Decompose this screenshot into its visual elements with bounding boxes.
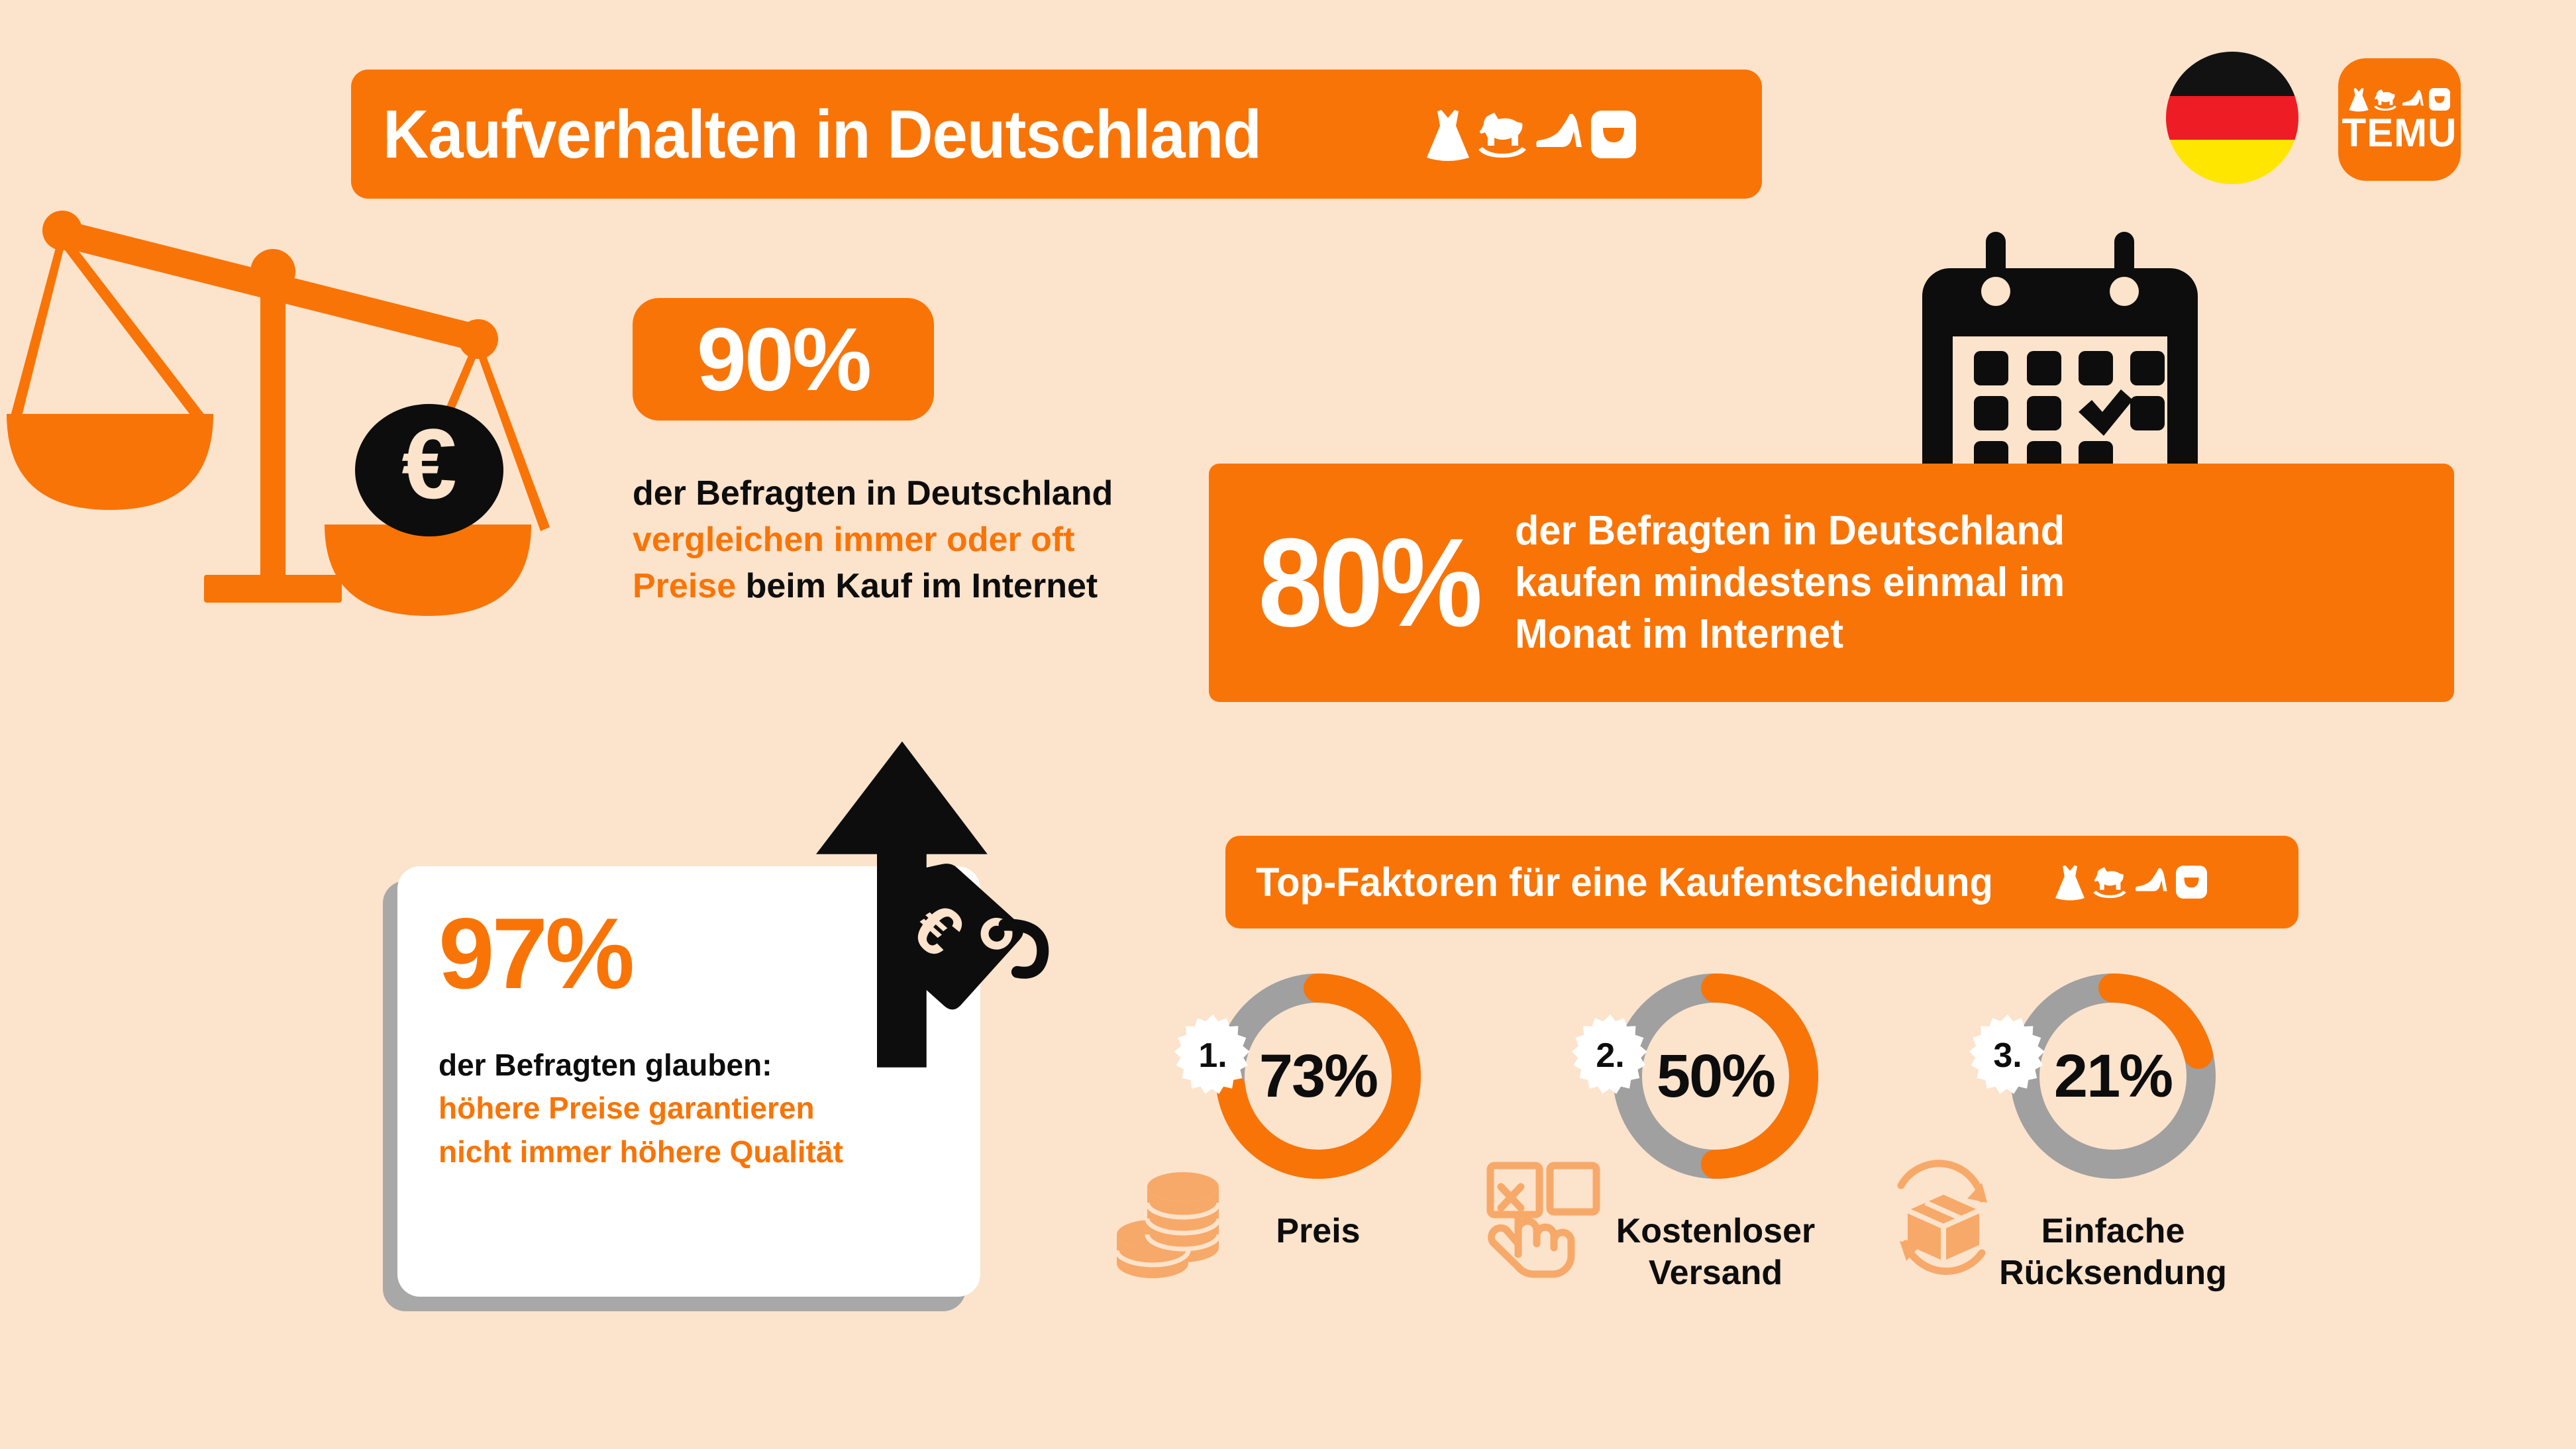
factors-banner: Top-Faktoren für eine Kaufentscheidung	[1225, 836, 2298, 928]
rank-badge-3-label: 3.	[1993, 1036, 2022, 1075]
shopping-bag-icon	[2176, 866, 2208, 899]
stat-90-value: 90%	[696, 309, 872, 409]
germany-flag-icon	[2166, 52, 2298, 184]
donut-label-2-line2: Versand	[1648, 1254, 1783, 1293]
donut-arc	[1613, 974, 1818, 1179]
rocking-horse-icon	[2093, 867, 2127, 898]
check-icon	[2079, 389, 2133, 436]
donut-label-2-line1: Kostenloser	[1616, 1212, 1816, 1250]
temu-wordmark: TEMU	[2342, 111, 2457, 155]
donut-label-1: Preis	[1119, 1211, 1517, 1252]
stat-80-line3: Monat im Internet	[1515, 611, 1844, 658]
rocking-horse-icon	[1478, 112, 1526, 158]
coins-icon	[1111, 1166, 1231, 1285]
shopping-bag-icon	[1590, 110, 1636, 158]
factor-card-1: 73% 1. Preis	[1114, 967, 1517, 1391]
page-title: Kaufverhalten in Deutschland	[383, 95, 1262, 172]
rank-badge-1: 1.	[1170, 1013, 1255, 1098]
rank-badge-2-label: 2.	[1596, 1036, 1625, 1075]
rocking-horse-icon	[2374, 89, 2396, 111]
shopping-bag-icon	[2429, 88, 2450, 111]
stat-80-line2: kaufen mindestens einmal im	[1515, 559, 2065, 605]
factors-donut-row: 73% 1. Preis	[1114, 967, 2411, 1391]
donut-label-1-line1: Preis	[1276, 1212, 1361, 1250]
flag-band-gold	[2166, 140, 2298, 184]
factor-card-3: 21% 3. Einfache Rücksendung	[1897, 967, 2312, 1391]
donut-value-1: 73%	[1259, 1042, 1378, 1110]
stat-90-text-part1: der Befragten in Deutschland	[633, 474, 1113, 513]
stat-97-text-part1: der Befragten glauben:	[438, 1048, 772, 1082]
donut-chart-2: 50% 2.	[1572, 967, 1825, 1185]
stat-97-text-highlight-line2: nicht immer höhere Qualität	[438, 1134, 843, 1169]
dress-icon	[1426, 109, 1469, 161]
balance-scale-icon: €	[7, 185, 550, 662]
dress-icon	[2055, 865, 2085, 901]
stat-97-card: 97% der Befragten glauben: höhere Preise…	[397, 866, 980, 1297]
rank-badge-1-label: 1.	[1198, 1036, 1227, 1075]
up-arrow-price-tag-icon: €	[762, 728, 1133, 1113]
donut-label-3: Einfache Rücksendung	[1914, 1211, 2312, 1295]
stat-97-text-highlight-line1: höhere Preise garantieren	[438, 1091, 815, 1126]
temu-glyph-row	[1426, 109, 1636, 161]
factors-banner-title: Top-Faktoren für eine Kaufentscheidung	[1256, 860, 1993, 905]
donut-arc	[2010, 974, 2216, 1179]
flag-band-red	[2166, 95, 2298, 140]
euro-coin-icon: €	[355, 404, 503, 536]
checkbox-hand-icon	[1478, 1156, 1604, 1282]
flag-band-black	[2166, 52, 2298, 96]
svg-text:€: €	[401, 408, 456, 519]
stat-90-text-highlight: vergleichen immer oder oft Preise	[633, 521, 1075, 606]
temu-logo-glyph-row	[2349, 87, 2450, 112]
donut-label-3-line1: Einfache	[2041, 1212, 2185, 1250]
stat-90-description: der Befragten in Deutschland vergleichen…	[633, 470, 1123, 610]
stat-80-value: 80%	[1258, 513, 1482, 653]
temu-logo[interactable]: TEMU	[2338, 58, 2461, 181]
rank-badge-2: 2.	[1568, 1013, 1653, 1098]
factors-glyph-row	[2055, 864, 2208, 901]
stat-97-description: der Befragten glauben: höhere Preise gar…	[438, 1044, 942, 1174]
stat-80-line1: der Befragten in Deutschland	[1515, 507, 2065, 554]
stat-90-text-part2: beim Kauf im Internet	[736, 567, 1098, 606]
stat-90-badge: 90%	[633, 298, 934, 421]
stat-80-banner: 80% der Befragten in Deutschland kaufen …	[1209, 464, 2454, 702]
donut-value-3: 21%	[2053, 1042, 2173, 1110]
high-heel-icon	[2402, 89, 2424, 105]
donut-value-2: 50%	[1656, 1042, 1776, 1110]
dress-icon	[2349, 87, 2369, 112]
price-tag-icon: €	[877, 864, 1049, 1010]
factor-card-2: 50% 2. Kostenloser Versand	[1486, 967, 1914, 1391]
donut-chart-1: 73% 1.	[1174, 967, 1427, 1185]
rank-badge-3: 3.	[1965, 1013, 2050, 1098]
donut-label-2: Kostenloser Versand	[1517, 1211, 1914, 1295]
return-package-icon	[1882, 1160, 2005, 1283]
title-banner: Kaufverhalten in Deutschland	[351, 70, 1762, 199]
calendar-icon	[1908, 232, 2212, 497]
high-heel-icon	[2136, 868, 2168, 891]
high-heel-icon	[1536, 113, 1582, 147]
stat-80-description: der Befragten in Deutschland kaufen mind…	[1515, 505, 2065, 660]
stat-97-value: 97%	[438, 897, 635, 1010]
package-box	[1906, 1195, 1981, 1261]
donut-label-3-line2: Rücksendung	[1999, 1254, 2227, 1293]
donut-chart-3: 21% 3.	[1969, 967, 2222, 1185]
